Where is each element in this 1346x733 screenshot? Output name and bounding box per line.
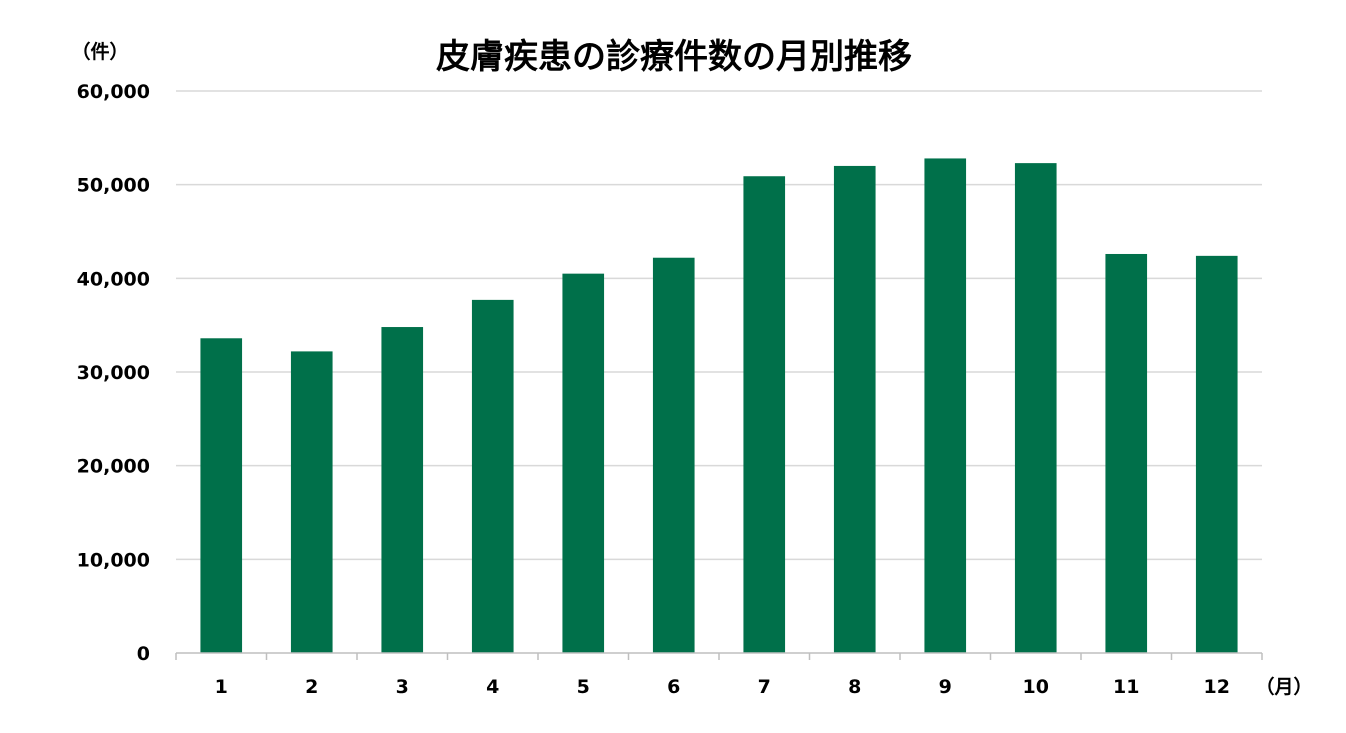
x-tick-label: 7 bbox=[758, 676, 771, 698]
bar-month-7 bbox=[743, 176, 786, 653]
x-tick-label: 10 bbox=[1023, 676, 1049, 698]
y-axis-unit-label: （件） bbox=[71, 40, 128, 63]
y-tick-label: 50,000 bbox=[77, 175, 150, 197]
bar-month-5 bbox=[562, 273, 605, 653]
gridlines bbox=[176, 90, 1262, 561]
y-tick-label: 30,000 bbox=[77, 362, 150, 384]
x-tick-label: 11 bbox=[1113, 676, 1139, 698]
bar-month-8 bbox=[833, 165, 876, 653]
bar-month-11 bbox=[1105, 253, 1148, 654]
bar-month-6 bbox=[652, 257, 695, 653]
x-axis-tick-labels: 1 2 3 4 5 6 7 8 9 10 11 12 bbox=[215, 676, 1230, 698]
bar-month-4 bbox=[471, 299, 514, 653]
bars bbox=[200, 158, 1238, 654]
y-tick-label: 20,000 bbox=[77, 456, 150, 478]
x-tick-label: 3 bbox=[396, 676, 409, 698]
x-axis-unit-label: （月） bbox=[1255, 675, 1312, 698]
bar-month-12 bbox=[1195, 255, 1238, 653]
bar-month-10 bbox=[1014, 163, 1057, 653]
y-tick-label: 40,000 bbox=[77, 268, 150, 290]
x-tick-label: 12 bbox=[1204, 676, 1230, 698]
x-tick-label: 9 bbox=[939, 676, 952, 698]
y-tick-label: 10,000 bbox=[77, 549, 150, 571]
x-tick-label: 8 bbox=[848, 676, 861, 698]
y-tick-label: 60,000 bbox=[77, 81, 150, 103]
bar-month-3 bbox=[381, 327, 424, 653]
x-tick-label: 6 bbox=[667, 676, 680, 698]
x-axis bbox=[175, 652, 1263, 660]
bar-month-1 bbox=[200, 338, 243, 653]
bar-month-2 bbox=[290, 351, 333, 653]
y-axis-tick-labels: 0 10,000 20,000 30,000 40,000 50,000 60,000 bbox=[77, 81, 150, 665]
chart-title: 皮膚疾患の診療件数の月別推移 bbox=[436, 37, 912, 77]
x-tick-label: 5 bbox=[577, 676, 590, 698]
y-tick-label: 0 bbox=[137, 643, 150, 665]
x-tick-label: 2 bbox=[305, 676, 318, 698]
x-tick-label: 1 bbox=[215, 676, 228, 698]
x-tick-label: 4 bbox=[486, 676, 499, 698]
bar-month-9 bbox=[924, 158, 967, 653]
